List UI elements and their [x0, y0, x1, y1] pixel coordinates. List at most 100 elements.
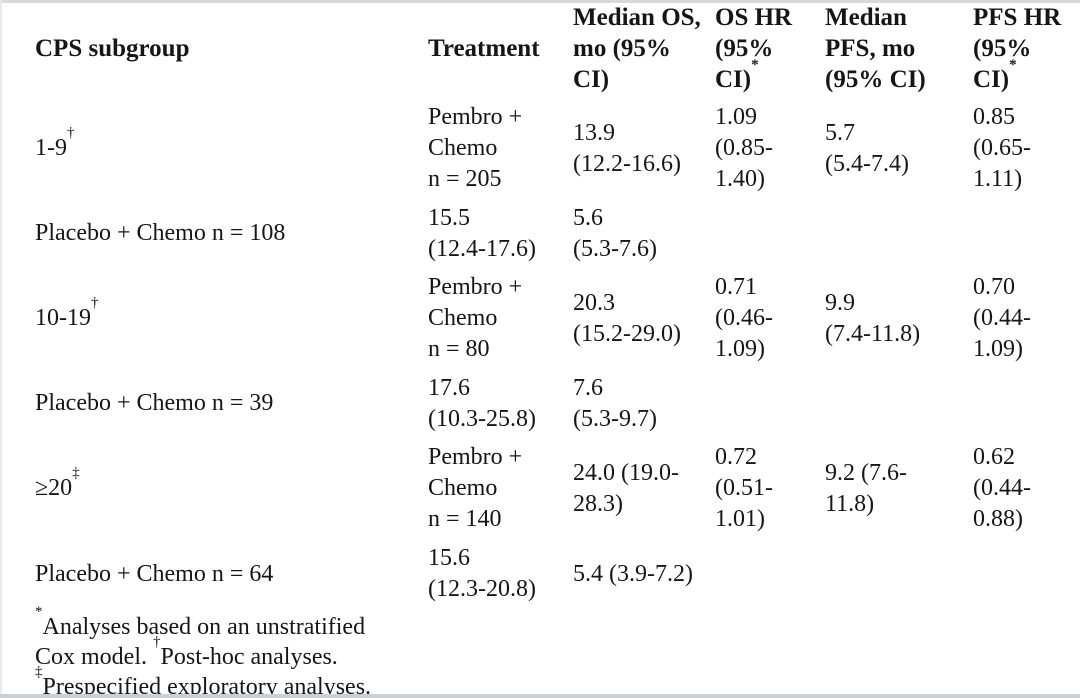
- treatment-value: 15.5 (12.4-17.6): [428, 204, 536, 262]
- header-row: CPS subgroup Treatment Median OS, mo (95…: [35, 1, 1062, 96]
- cell-treatment: 17.6 (10.3-25.8): [428, 371, 573, 436]
- cell-subgroup: 10-19†: [35, 266, 428, 371]
- pfs-hr-value: 0.70 (0.44- 1.09): [973, 274, 1031, 362]
- treatment-value: Pembro + Chemo n = 140: [428, 444, 523, 532]
- cell-pfs-hr: 0.85 (0.65- 1.11): [973, 96, 1062, 201]
- median-pfs-value: 5.7 (5.4-7.4): [825, 119, 909, 177]
- median-pfs-value: 9.9 (7.4-11.8): [825, 289, 921, 347]
- table-row-cps-10-19-placebo: Placebo + Chemo n = 39 17.6 (10.3-25.8) …: [35, 371, 1062, 436]
- cell-subgroup: 1-9†: [35, 96, 428, 201]
- cell-os-hr: 1.09 (0.85- 1.40): [715, 96, 825, 201]
- table-row-cps-10-19-pembro: 10-19† Pembro + Chemo n = 80 20.3 (15.2-…: [35, 266, 1062, 371]
- cell-os-hr: 0.72 (0.51- 1.01): [715, 436, 825, 541]
- subgroup-value: Placebo + Chemo n = 108: [35, 220, 286, 246]
- cell-pfs-hr: [973, 201, 1062, 266]
- footnote-marker-asterisk: *: [35, 604, 43, 620]
- cell-median-pfs: 5.7 (5.4-7.4): [825, 96, 973, 201]
- header-median-pfs-label: Median PFS, mo (95% CI): [825, 4, 926, 93]
- os-hr-value: 0.72 (0.51- 1.01): [715, 444, 773, 532]
- cell-pfs-hr: 0.62 (0.44- 0.88): [973, 436, 1062, 541]
- cell-pfs-hr: [973, 371, 1062, 436]
- cell-median-os: 20.3 (15.2-29.0): [573, 266, 715, 371]
- cell-os-hr: [715, 371, 825, 436]
- footnote-text: Cox model.: [35, 644, 153, 670]
- header-pfs-hr-footnote-marker: *: [1009, 56, 1017, 73]
- median-os-value: 20.3 (15.2-29.0): [573, 289, 681, 347]
- median-os-value: 5.4 (3.9-7.2): [573, 560, 693, 587]
- header-pfs-hr-label: PFS HR (95% CI): [973, 4, 1062, 93]
- cell-subgroup: ≥20‡: [35, 436, 428, 541]
- header-median-os: Median OS, mo (95% CI): [573, 1, 715, 96]
- cell-os-hr: 0.71 (0.46- 1.09): [715, 266, 825, 371]
- median-os-value: 24.0 (19.0- 28.3): [573, 459, 679, 517]
- cell-treatment: Pembro + Chemo n = 205: [428, 96, 573, 201]
- cell-median-pfs: 9.9 (7.4-11.8): [825, 266, 973, 371]
- page-edge-top: [0, 0, 1080, 3]
- os-hr-value: 1.09 (0.85- 1.40): [715, 104, 773, 192]
- cell-os-hr: [715, 201, 825, 266]
- median-os-value: 7.6 (5.3-9.7): [573, 374, 657, 432]
- treatment-value: Pembro + Chemo n = 80: [428, 274, 523, 362]
- treatment-value: Pembro + Chemo n = 205: [428, 104, 523, 192]
- subgroup-value: Placebo + Chemo n = 39: [35, 390, 274, 416]
- header-median-pfs: Median PFS, mo (95% CI): [825, 1, 973, 96]
- subgroup-footnote-marker: †: [67, 125, 75, 141]
- median-os-value: 13.9 (12.2-16.6): [573, 119, 681, 177]
- cell-subgroup: Placebo + Chemo n = 39: [35, 371, 428, 436]
- table-row-cps-1-9-placebo: Placebo + Chemo n = 108 15.5 (12.4-17.6)…: [35, 201, 1062, 266]
- footnote-line-2: Cox model. †Post-hoc analyses.: [35, 635, 505, 672]
- cell-subgroup: Placebo + Chemo n = 64: [35, 541, 428, 607]
- page-edge-bottom: [0, 694, 1080, 698]
- footnote-marker-double-dagger: ‡: [35, 664, 43, 680]
- treatment-value: 17.6 (10.3-25.8): [428, 374, 536, 432]
- cell-os-hr: [715, 541, 825, 607]
- footnote-line-1: *Analyses based on an unstratified: [35, 605, 505, 642]
- header-cps-subgroup: CPS subgroup: [35, 1, 428, 96]
- footnote-marker-dagger: †: [153, 634, 161, 650]
- header-median-os-label: Median OS, mo (95% CI): [573, 4, 701, 93]
- cell-treatment: 15.6 (12.3-20.8): [428, 541, 573, 607]
- subgroup-value: ≥20: [35, 475, 73, 501]
- cell-median-os: 13.9 (12.2-16.6): [573, 96, 715, 201]
- cell-median-pfs: [825, 541, 973, 607]
- header-os-hr: OS HR (95% CI)*: [715, 1, 825, 96]
- header-treatment-label: Treatment: [428, 35, 540, 62]
- treatment-value: 15.6 (12.3-20.8): [428, 545, 536, 602]
- cell-treatment: 15.5 (12.4-17.6): [428, 201, 573, 266]
- results-table: CPS subgroup Treatment Median OS, mo (95…: [35, 1, 1062, 607]
- subgroup-footnote-marker: ‡: [72, 465, 80, 481]
- cell-median-os: 5.6 (5.3-7.6): [573, 201, 715, 266]
- header-os-hr-footnote-marker: *: [751, 56, 759, 73]
- subgroup-value: Placebo + Chemo n = 64: [35, 560, 274, 587]
- cell-median-os: 5.4 (3.9-7.2): [573, 541, 715, 607]
- pfs-hr-value: 0.85 (0.65- 1.11): [973, 104, 1031, 192]
- cell-median-pfs: [825, 371, 973, 436]
- os-hr-value: 0.71 (0.46- 1.09): [715, 274, 773, 362]
- header-os-hr-label: OS HR (95% CI): [715, 4, 793, 93]
- cell-pfs-hr: [973, 541, 1062, 607]
- table-footnotes: *Analyses based on an unstratified Cox m…: [35, 605, 505, 698]
- median-os-value: 5.6 (5.3-7.6): [573, 204, 657, 262]
- subgroup-value: 1-9: [35, 135, 67, 161]
- median-pfs-value: 9.2 (7.6- 11.8): [825, 459, 907, 517]
- header-treatment: Treatment: [428, 1, 573, 96]
- cell-median-pfs: [825, 201, 973, 266]
- subgroup-footnote-marker: †: [91, 295, 99, 311]
- footnote-text: Analyses based on an unstratified: [42, 614, 366, 640]
- table-row-cps-ge20-placebo: Placebo + Chemo n = 64 15.6 (12.3-20.8) …: [35, 541, 1062, 607]
- cell-treatment: Pembro + Chemo n = 80: [428, 266, 573, 371]
- table-content: CPS subgroup Treatment Median OS, mo (95…: [35, 1, 1062, 698]
- header-pfs-hr: PFS HR (95% CI)*: [973, 1, 1062, 96]
- page-edge-left: [0, 0, 2, 698]
- table-row-cps-1-9-pembro: 1-9† Pembro + Chemo n = 205 13.9 (12.2-1…: [35, 96, 1062, 201]
- pfs-hr-value: 0.62 (0.44- 0.88): [973, 444, 1031, 532]
- table-row-cps-ge20-pembro: ≥20‡ Pembro + Chemo n = 140 24.0 (19.0- …: [35, 436, 1062, 541]
- header-cps-subgroup-label: CPS subgroup: [35, 35, 190, 62]
- cell-pfs-hr: 0.70 (0.44- 1.09): [973, 266, 1062, 371]
- cell-median-pfs: 9.2 (7.6- 11.8): [825, 436, 973, 541]
- cell-median-os: 7.6 (5.3-9.7): [573, 371, 715, 436]
- cell-treatment: Pembro + Chemo n = 140: [428, 436, 573, 541]
- cell-median-os: 24.0 (19.0- 28.3): [573, 436, 715, 541]
- cell-subgroup: Placebo + Chemo n = 108: [35, 201, 428, 266]
